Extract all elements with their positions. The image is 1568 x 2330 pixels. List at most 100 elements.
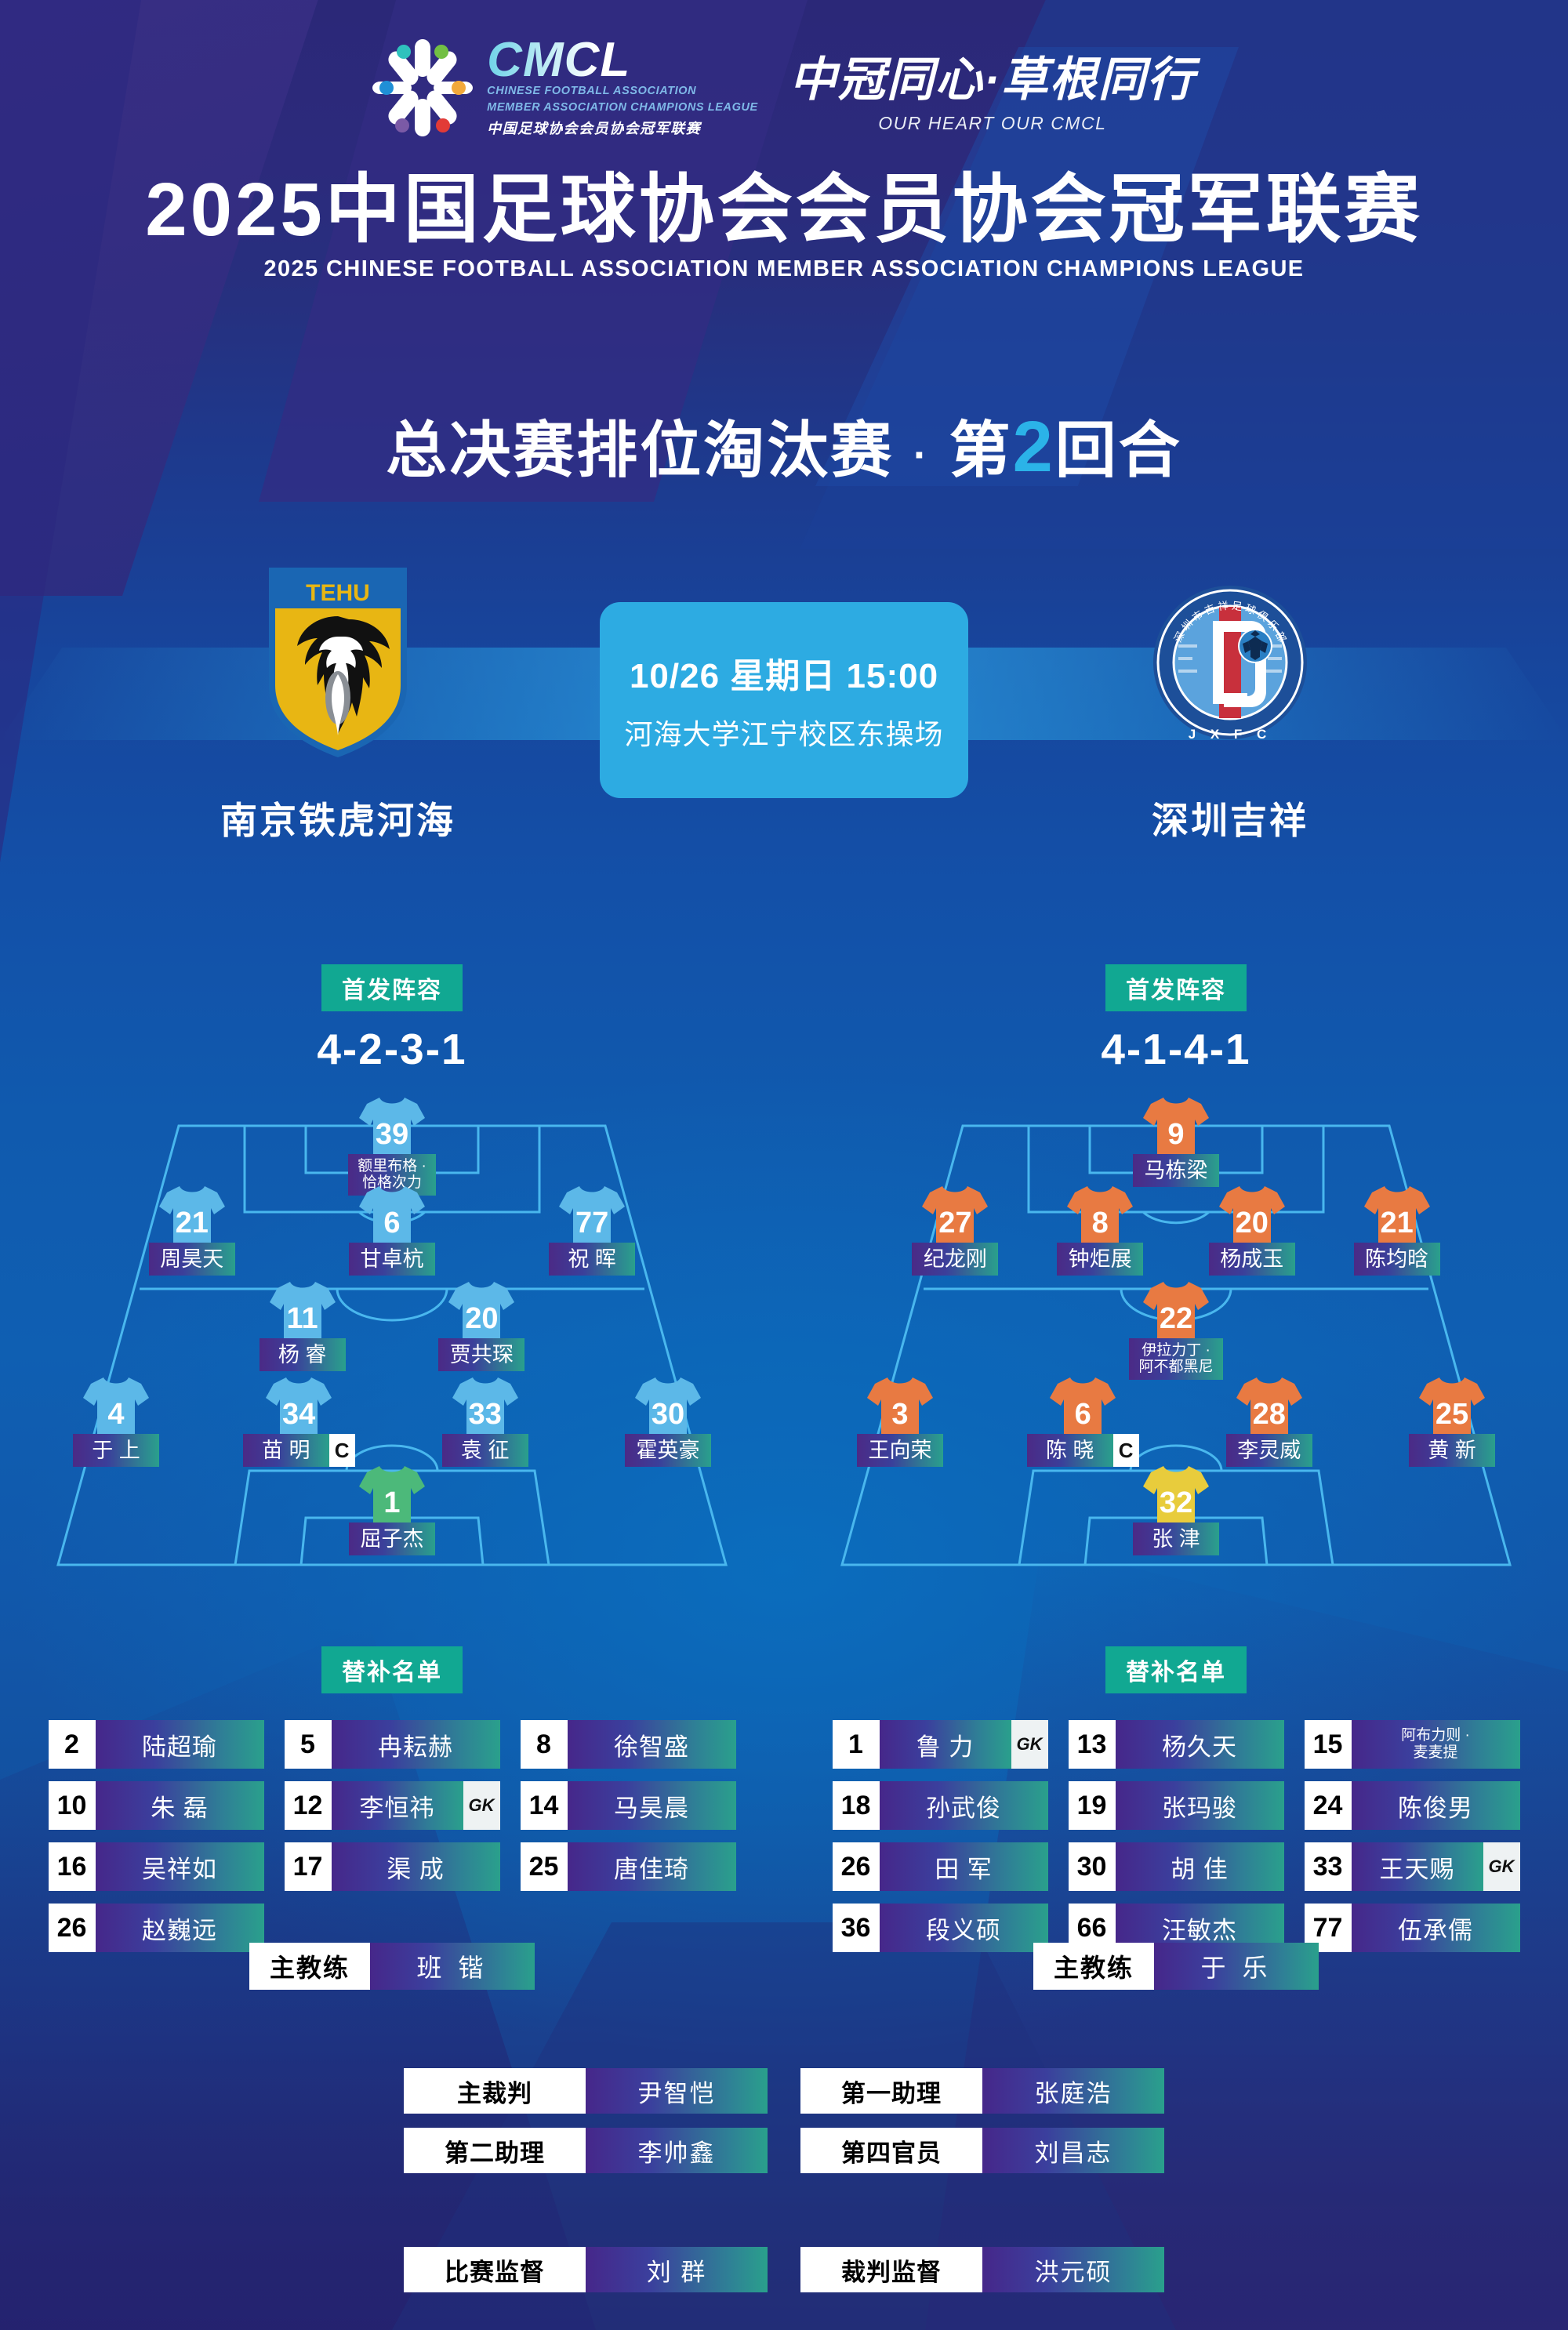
player-name: 张 津	[1133, 1522, 1219, 1556]
officials-row: 主裁判 尹智恺 第一助理 张庭浩	[404, 2068, 1164, 2114]
player-number: 32	[1159, 1486, 1193, 1519]
player-card[interactable]: 30 霍英豪	[593, 1374, 742, 1468]
sub-player-number: 33	[1304, 1842, 1352, 1891]
sub-player-name: 唐佳琦	[567, 1842, 736, 1891]
sub-player-row[interactable]: 17 渠 成	[284, 1842, 500, 1891]
sub-player-number: 12	[284, 1781, 332, 1830]
sub-player-row[interactable]: 13 杨久天	[1068, 1720, 1284, 1769]
sub-player-number: 15	[1304, 1720, 1352, 1769]
sub-player-row[interactable]: 14 马昊晨	[520, 1781, 736, 1830]
player-name: 袁 征	[441, 1434, 528, 1468]
official-role: 第四官员	[800, 2128, 982, 2173]
shirt-icon: 1	[356, 1463, 428, 1526]
shirt-icon: 34	[263, 1374, 335, 1437]
round-subtitle: 总决赛排位淘汰赛 · 第2回合	[0, 401, 1568, 489]
player-number: 25	[1435, 1398, 1469, 1431]
sub-player-row[interactable]: 19 张玛骏	[1068, 1781, 1284, 1830]
supervisor-entry: 裁判监督 洪元硕	[800, 2247, 1164, 2292]
player-nameplate: 甘卓杭	[349, 1243, 435, 1276]
home-lineup: 首发阵容 4-2-3-1 39 额里布格 · 恰格次	[0, 964, 784, 1581]
player-number: 4	[107, 1398, 125, 1431]
away-lineup-chip: 首发阵容	[1105, 964, 1247, 1011]
captain-badge: C	[1112, 1434, 1139, 1468]
sub-player-row[interactable]: 15 阿布力则 · 麦麦提	[1304, 1720, 1520, 1769]
sub-player-row[interactable]: 25 唐佳琦	[520, 1842, 736, 1891]
goalkeeper-badge: GK	[1483, 1842, 1520, 1891]
away-team-block: J X F C 深 圳 市 吉 祥 足 球 俱 乐 部 深圳吉祥	[995, 564, 1465, 844]
player-number: 22	[1159, 1302, 1193, 1335]
supervisor-role: 比赛监督	[404, 2247, 586, 2292]
home-subs-grid: 2 陆超瑜 5 冉耘赫 8 徐智盛 10 朱 磊 12 李恒祎 GK 14 马昊晨 16 吴祥如 17 渠 成 2…	[48, 1720, 736, 1952]
match-info-box: 10/26 星期日 15:00 河海大学江宁校区东操场	[600, 602, 968, 798]
sub-player-row[interactable]: 2 陆超瑜	[48, 1720, 264, 1769]
player-nameplate: 钟炬展	[1057, 1243, 1144, 1276]
supervisor-entry: 比赛监督刘 群	[404, 2247, 768, 2292]
sub-player-row[interactable]: 12 李恒祎 GK	[284, 1781, 500, 1830]
player-card[interactable]: 32 张 津	[1102, 1463, 1250, 1556]
player-card[interactable]: 28 李灵威	[1195, 1374, 1344, 1468]
sub-player-number: 36	[832, 1904, 880, 1952]
player-card[interactable]: 22 伊拉力丁 · 阿不都黑尼	[1102, 1279, 1250, 1380]
player-name: 甘卓杭	[349, 1243, 435, 1276]
player-nameplate: 杨成玉	[1208, 1243, 1295, 1276]
player-card[interactable]: 21 陈均晗	[1323, 1183, 1472, 1276]
player-card[interactable]: 8 钟炬展	[1025, 1183, 1174, 1276]
player-card[interactable]: 20 贾共琛	[407, 1279, 556, 1372]
sub-player-row[interactable]: 26 田 军	[832, 1842, 1048, 1891]
sub-player-number: 25	[520, 1842, 568, 1891]
player-name: 马栋梁	[1133, 1154, 1219, 1188]
player-number: 6	[383, 1207, 401, 1239]
player-card[interactable]: 6 甘卓杭	[318, 1183, 466, 1276]
cmcl-en-line-1: CHINESE FOOTBALL ASSOCIATION	[487, 84, 697, 97]
player-name: 于 上	[73, 1434, 159, 1468]
official-entry: 第四官员 刘昌志	[800, 2128, 1164, 2173]
player-card[interactable]: 21 周昊天	[118, 1183, 267, 1276]
sub-player-row[interactable]: 8 徐智盛	[520, 1720, 736, 1769]
player-number: 20	[1235, 1207, 1269, 1239]
sub-player-row[interactable]: 24 陈俊男	[1304, 1781, 1520, 1830]
player-card[interactable]: 27 纪龙刚	[880, 1183, 1029, 1276]
sub-player-row[interactable]: 26 赵巍远	[48, 1904, 264, 1952]
player-card[interactable]: 33 袁 征	[411, 1374, 560, 1468]
player-card[interactable]: 9 马栋梁	[1102, 1094, 1250, 1188]
away-pitch: 9 马栋梁 27 纪龙刚 8 钟炬展 20 杨成玉 21 陈均晗 22 伊拉力丁 · 阿不都黑尼 3 王向荣…	[831, 1094, 1521, 1581]
player-card[interactable]: 11 杨 睿	[228, 1279, 377, 1372]
sub-player-row[interactable]: 30 胡 佳	[1068, 1842, 1284, 1891]
shirt-icon: 77	[556, 1183, 628, 1246]
sub-player-number: 14	[520, 1781, 568, 1830]
player-card[interactable]: 20 杨成玉	[1178, 1183, 1327, 1276]
sub-player-name: 阿布力则 · 麦麦提	[1351, 1720, 1520, 1769]
sub-player-number: 2	[48, 1720, 96, 1769]
page-title: 2025中国足球协会会员协会冠军联赛 2025 CHINESE FOOTBALL…	[0, 170, 1568, 282]
official-role: 第一助理	[800, 2068, 982, 2114]
slogan-chinese: 中冠同心·草根同行	[789, 53, 1196, 106]
sub-player-name: 段义硕	[879, 1904, 1048, 1952]
player-number: 28	[1252, 1398, 1286, 1431]
player-card[interactable]: 77 祝 晖	[517, 1183, 666, 1276]
sub-player-row[interactable]: 33 王天赐 GK	[1304, 1842, 1520, 1891]
header: CMCL CHINESE FOOTBALL ASSOCIATION MEMBER…	[0, 17, 1568, 158]
sub-player-row[interactable]: 10 朱 磊	[48, 1781, 264, 1830]
sub-player-name: 孙武俊	[879, 1781, 1048, 1830]
sub-player-number: 30	[1068, 1842, 1116, 1891]
home-coach-half: 主教练 班 锴	[0, 1943, 784, 1990]
player-card[interactable]: 3 王向荣	[826, 1374, 975, 1468]
sub-player-row[interactable]: 77 伍承儒	[1304, 1904, 1520, 1952]
sub-player-number: 8	[520, 1720, 568, 1769]
player-name: 屈子杰	[349, 1522, 435, 1556]
official-name: 李帅鑫	[586, 2128, 768, 2173]
svg-text:J X F C: J X F C	[1189, 727, 1272, 742]
player-card[interactable]: 1 屈子杰	[318, 1463, 466, 1556]
sub-player-row[interactable]: 18 孙武俊	[832, 1781, 1048, 1830]
sub-player-row[interactable]: 36 段义硕	[832, 1904, 1048, 1952]
player-nameplate: 周昊天	[148, 1243, 235, 1276]
player-number: 77	[575, 1207, 609, 1239]
player-card[interactable]: 25 黄 新	[1377, 1374, 1526, 1468]
sub-player-row[interactable]: 5 冉耘赫	[284, 1720, 500, 1769]
player-card[interactable]: 39 额里布格 · 恰格次力	[318, 1094, 466, 1196]
sub-player-row[interactable]: 16 吴祥如	[48, 1842, 264, 1891]
